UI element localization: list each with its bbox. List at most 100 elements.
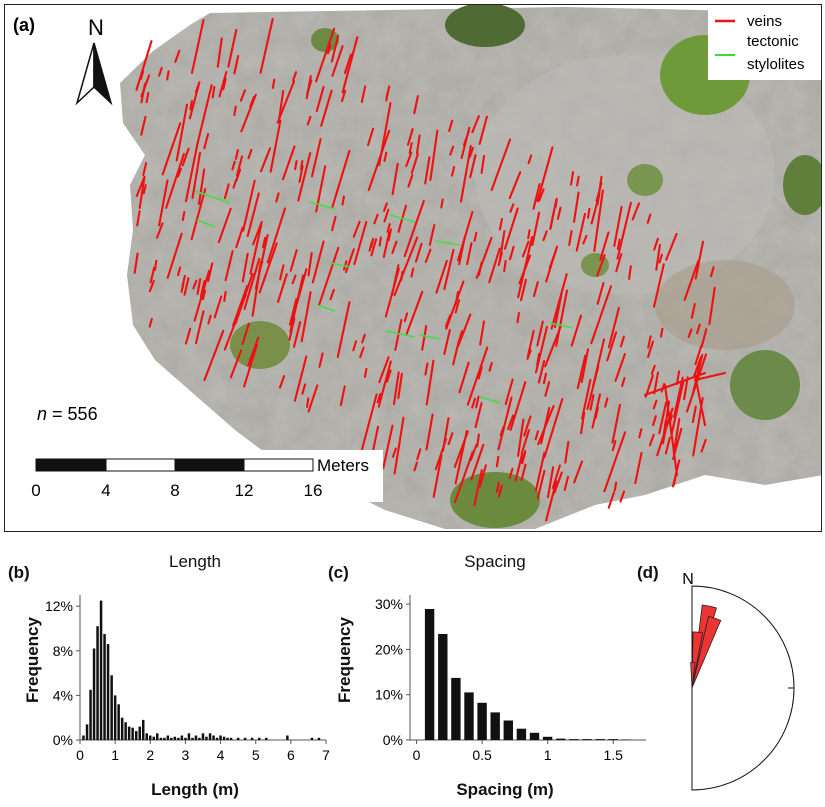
- vein-trace: [191, 151, 202, 200]
- histogram-bar: [556, 738, 566, 740]
- vein-trace: [378, 102, 392, 167]
- scale-segment: [35, 458, 107, 472]
- vein-trace: [469, 154, 477, 179]
- histogram-bar: [82, 735, 85, 740]
- histogram-bar: [106, 644, 110, 740]
- vein-trace: [683, 376, 689, 401]
- vein-trace: [293, 355, 308, 402]
- vein-trace: [363, 367, 368, 378]
- north-arrow-label: N: [88, 15, 104, 40]
- vein-trace: [613, 205, 623, 247]
- vein-trace: [331, 215, 337, 232]
- x-tick-label: 1: [544, 747, 552, 763]
- vein-trace: [306, 115, 312, 126]
- shrub: [230, 321, 290, 369]
- vein-trace: [194, 310, 205, 345]
- vein-trace: [145, 92, 150, 104]
- vein-trace: [517, 418, 525, 457]
- vein-trace: [476, 433, 480, 448]
- vein-trace: [400, 270, 404, 282]
- vein-trace: [406, 128, 414, 146]
- vein-trace: [536, 469, 546, 499]
- vein-trace: [315, 85, 325, 113]
- vein-trace: [700, 328, 708, 348]
- vein-trace: [653, 237, 659, 251]
- vein-trace: [589, 394, 595, 411]
- vein-trace: [153, 259, 158, 272]
- stylolite-trace: [384, 330, 416, 338]
- vein-trace: [190, 188, 207, 241]
- vein-trace: [586, 207, 591, 219]
- vein-trace: [183, 277, 190, 296]
- vein-trace: [292, 321, 302, 348]
- shrub: [730, 350, 800, 420]
- vein-trace: [306, 397, 310, 408]
- histogram-bar: [103, 634, 106, 740]
- histogram-bar: [212, 735, 215, 740]
- vein-trace: [604, 397, 609, 408]
- vein-trace: [692, 356, 702, 379]
- vein-trace: [443, 248, 455, 291]
- vein-trace: [142, 184, 147, 195]
- pale-rock-area: [475, 55, 775, 295]
- vein-trace: [297, 152, 312, 202]
- legend-veins-label: veins: [747, 13, 782, 30]
- vein-trace: [664, 436, 671, 455]
- panel-a-label: (a): [13, 15, 35, 35]
- vein-trace: [330, 34, 340, 63]
- x-tick-label: 1.5: [603, 747, 623, 763]
- y-tick-label: 10%: [375, 687, 403, 703]
- vein-trace: [490, 138, 512, 192]
- histogram-bar: [258, 737, 261, 740]
- vein-trace: [468, 146, 474, 159]
- shrub: [450, 472, 540, 528]
- vein-trace: [596, 175, 603, 206]
- vein-trace: [628, 265, 632, 280]
- vein-trace: [708, 286, 716, 326]
- vein-trace: [470, 443, 485, 481]
- vein-trace: [573, 460, 584, 484]
- vein-trace: [532, 281, 539, 298]
- vein-trace: [475, 395, 480, 409]
- scale-tick-label: 4: [101, 481, 110, 500]
- histogram-bar: [608, 739, 618, 740]
- vein-trace: [563, 475, 570, 491]
- vein-trace: [503, 207, 519, 250]
- vein-trace: [553, 292, 563, 329]
- vein-trace: [606, 331, 618, 362]
- vein-trace: [340, 89, 347, 103]
- vein-trace: [241, 252, 249, 283]
- histogram-bar: [317, 737, 321, 740]
- vein-trace: [650, 364, 656, 375]
- vein-trace: [576, 354, 587, 390]
- vein-trace: [673, 376, 684, 418]
- vein-trace: [276, 80, 296, 124]
- vein-trace: [616, 201, 632, 260]
- vein-trace: [450, 166, 456, 177]
- vein-trace: [694, 240, 705, 280]
- vein-trace: [458, 236, 466, 266]
- legend-tectonic-label: tectonic: [747, 33, 799, 50]
- vein-trace: [526, 329, 535, 358]
- vein-trace: [538, 188, 545, 202]
- vein-trace: [269, 119, 282, 173]
- vein-trace: [613, 481, 618, 492]
- vein-trace: [648, 433, 655, 447]
- vein-trace: [235, 155, 244, 177]
- vein-trace: [591, 393, 602, 429]
- shrub: [445, 5, 525, 47]
- vein-trace: [520, 429, 531, 455]
- vein-trace: [596, 281, 605, 305]
- vein-trace: [292, 71, 298, 82]
- scale-segment: [105, 458, 176, 472]
- histogram-bar: [516, 728, 527, 740]
- vein-trace: [217, 207, 232, 244]
- vein-trace: [509, 381, 527, 431]
- x-tick-label: 0.5: [472, 747, 492, 763]
- vein-trace: [223, 183, 230, 200]
- histogram-bar: [85, 724, 89, 740]
- histogram-bar: [265, 737, 268, 740]
- vein-trace: [665, 232, 678, 261]
- vein-trace: [192, 279, 198, 290]
- vein-trace: [258, 242, 278, 294]
